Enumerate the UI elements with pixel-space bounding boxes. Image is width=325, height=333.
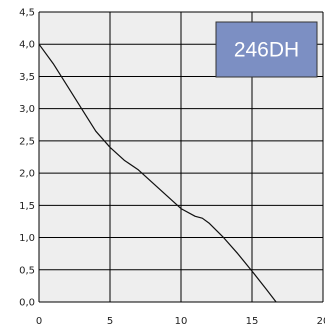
x-tick-label: 20 (317, 316, 325, 327)
y-tick-label: 1,0 (19, 233, 35, 244)
y-tick-label: 3,5 (19, 72, 35, 83)
y-tick-label: 1,5 (19, 201, 35, 212)
x-tick-label: 0 (36, 316, 42, 327)
y-tick-label: 3,0 (19, 104, 35, 115)
x-tick-label: 5 (107, 316, 113, 327)
y-tick-label: 0,0 (19, 298, 35, 309)
series-layer (38, 43, 277, 303)
y-tick-label: 4,0 (19, 40, 35, 51)
y-tick-label: 0,5 (19, 265, 35, 276)
y-tick-label: 2,0 (19, 169, 35, 180)
model-label-badge: 246DH (215, 21, 318, 78)
model-label-box (215, 21, 318, 78)
grid (38, 11, 324, 303)
model-label-text: 246DH (234, 39, 299, 62)
y-tick-label: 2,5 (19, 136, 35, 147)
tick-labels: 0,0 0,5 1,0 1,5 2,0 2,5 3,0 3,5 4,0 4,5 0 5 10 15 20 (19, 8, 325, 328)
y-tick-label: 4,5 (19, 8, 35, 19)
x-tick-label: 15 (246, 316, 259, 327)
x-tick-label: 10 (175, 316, 188, 327)
series-line (38, 43, 277, 303)
